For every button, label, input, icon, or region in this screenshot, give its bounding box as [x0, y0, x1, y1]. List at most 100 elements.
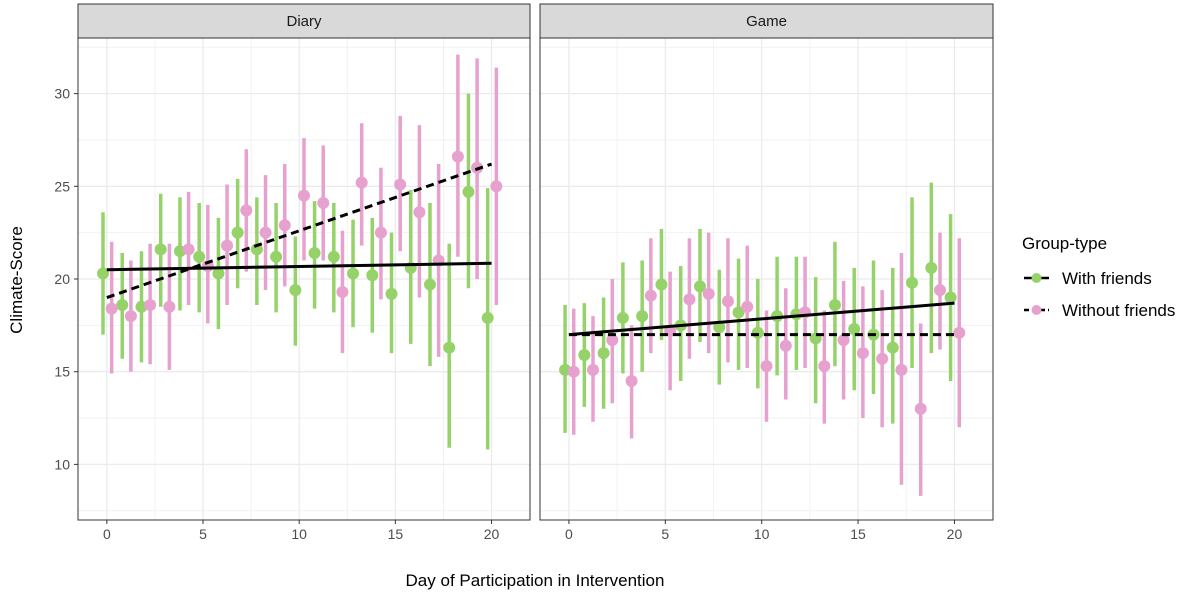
data-point: [751, 326, 764, 339]
data-point: [116, 298, 129, 311]
data-point: [193, 250, 206, 263]
data-point: [289, 284, 302, 297]
legend-title: Group-type: [1022, 234, 1107, 253]
series-without-friends: [567, 232, 966, 496]
data-point: [221, 239, 234, 252]
legend-label-with-friends: With friends: [1062, 269, 1152, 288]
data-point: [906, 276, 919, 289]
data-point: [567, 365, 580, 378]
data-point: [336, 285, 349, 298]
data-point: [124, 310, 137, 323]
data-point: [606, 334, 619, 347]
y-tick-label: 20: [54, 271, 70, 287]
series-with-friends: [97, 93, 494, 450]
series-without-friends: [105, 54, 503, 374]
data-point: [347, 267, 360, 280]
data-point: [732, 306, 745, 319]
x-tick-label: 15: [850, 526, 866, 542]
data-point: [394, 178, 407, 191]
data-point: [163, 300, 176, 313]
x-tick-label: 10: [754, 526, 770, 542]
data-point: [953, 326, 966, 339]
x-tick-label: 5: [661, 526, 669, 542]
data-point: [818, 360, 831, 373]
data-point: [713, 321, 726, 334]
x-tick-label: 0: [103, 526, 111, 542]
data-point: [848, 323, 861, 336]
panel-border: [77, 37, 531, 521]
trend-line-with-friends: [568, 301, 955, 337]
data-point: [385, 287, 398, 300]
data-point: [644, 289, 657, 302]
data-point: [693, 280, 706, 293]
legend-label-without-friends: Without friends: [1062, 301, 1175, 320]
trend-line-with-friends: [106, 261, 492, 272]
data-point: [97, 267, 110, 280]
panel-diary: Diary 0 5 10 15 20 10 15 20 25 30: [54, 3, 531, 542]
data-point: [578, 349, 591, 362]
data-point: [443, 341, 456, 354]
data-point: [413, 206, 426, 219]
x-tick-label: 5: [199, 526, 207, 542]
legend-key-with-friends: [1024, 273, 1049, 283]
data-point: [144, 298, 157, 311]
data-point: [933, 284, 946, 297]
data-point: [625, 374, 638, 387]
data-point: [655, 278, 668, 291]
legend: Group-type With friends Without friends: [1022, 234, 1175, 320]
data-point: [317, 196, 330, 209]
data-point: [250, 243, 263, 256]
x-tick-label: 10: [291, 526, 307, 542]
data-point: [462, 185, 475, 198]
data-point: [308, 247, 321, 260]
data-point: [355, 176, 368, 189]
data-point: [721, 295, 734, 308]
facet-strip-label: Game: [746, 13, 787, 30]
data-point: [451, 150, 464, 163]
data-point: [856, 347, 869, 360]
data-point: [636, 310, 649, 323]
data-point: [683, 293, 696, 306]
legend-key-without-friends: [1024, 305, 1049, 315]
facet-strip-label: Diary: [286, 13, 322, 30]
data-point: [270, 250, 283, 263]
x-tick-label: 20: [947, 526, 963, 542]
x-tick-label: 20: [484, 526, 500, 542]
panel-border: [539, 37, 994, 521]
data-point: [741, 300, 754, 313]
x-tick-label: 0: [565, 526, 573, 542]
facet-strip: [77, 3, 531, 39]
x-tick-label: 15: [388, 526, 404, 542]
data-point: [212, 267, 225, 280]
data-point: [876, 352, 889, 365]
series-with-friends: [559, 182, 957, 433]
data-point: [423, 278, 436, 291]
data-point: [587, 363, 600, 376]
data-point: [914, 402, 927, 415]
data-point: [886, 341, 899, 354]
data-point: [760, 360, 773, 373]
x-axis-title: Day of Participation in Intervention: [406, 571, 665, 590]
y-axis-title: Climate-Score: [7, 226, 26, 334]
y-tick-label: 15: [54, 364, 70, 380]
data-point: [259, 226, 272, 239]
facet-strip: [539, 3, 994, 39]
y-tick-label: 30: [54, 86, 70, 102]
data-point: [490, 180, 503, 193]
data-point: [182, 243, 195, 256]
data-point: [366, 269, 379, 282]
data-point: [925, 261, 938, 274]
y-tick-label: 10: [54, 456, 70, 472]
data-point: [240, 204, 253, 217]
data-point: [298, 189, 310, 202]
data-point: [944, 291, 957, 304]
data-point: [481, 311, 494, 324]
data-point: [374, 226, 387, 239]
panel-game: Game 0 5 10 15 20: [539, 3, 994, 542]
trend-line-without-friends: [106, 162, 493, 299]
data-point: [154, 243, 167, 256]
data-point: [779, 339, 792, 352]
data-point: [327, 250, 340, 263]
data-point: [278, 219, 291, 232]
